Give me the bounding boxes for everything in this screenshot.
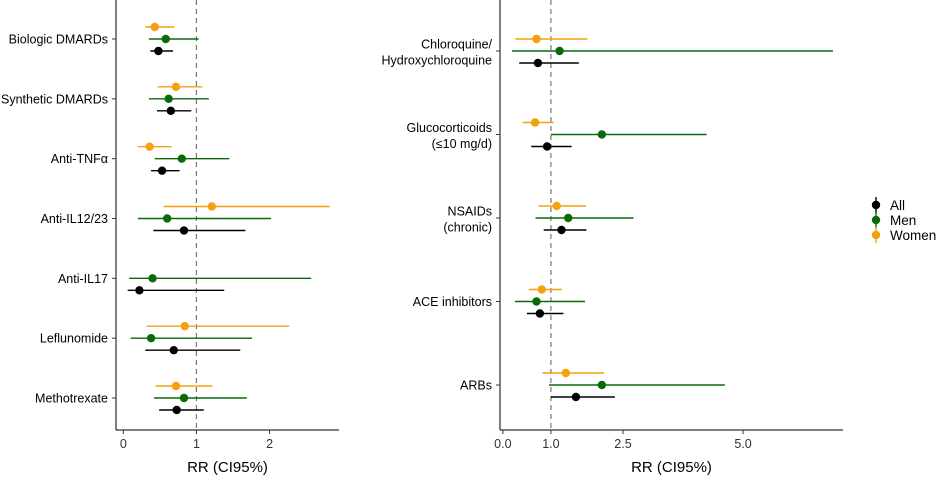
category-label: Chloroquine/Hydroxychloroquine: [382, 38, 493, 68]
legend-label: All: [890, 198, 905, 213]
women-point: [150, 22, 159, 32]
women-point: [171, 82, 181, 92]
category-label: Methotrexate: [35, 392, 108, 406]
row-biologic-dmards: Biologic DMARDs: [9, 22, 199, 56]
panel2-x-tick-label: 1.0: [542, 437, 559, 451]
all-point: [179, 226, 189, 235]
women-point: [180, 321, 189, 331]
panel2-plot-area: 0.0 1.0 2.5 5.0 RR (CI95%) Chloroquine/Hydrox…: [382, 0, 843, 476]
women-point: [552, 201, 561, 211]
row-anti-tnf: Anti-TNFα: [51, 142, 230, 175]
women-point: [537, 285, 546, 294]
men-point: [146, 333, 156, 343]
row-ace-inhibitors: ACE inhibitors: [413, 285, 586, 318]
women-point: [530, 118, 540, 127]
all-point: [535, 309, 545, 318]
panel2-x-tick-label: 5.0: [734, 437, 751, 451]
row-glucocorticoids-10-mg-d: Glucocorticoids (≤10 mg/d): [407, 118, 707, 151]
legend-item-men: Men: [871, 212, 916, 228]
legend-key-point: [871, 230, 881, 240]
all-point: [157, 166, 167, 175]
all-point: [166, 106, 176, 116]
all-point: [571, 392, 581, 402]
legend-key-point: [871, 200, 881, 210]
row-arbs: ARBs: [460, 368, 725, 402]
men-point: [177, 154, 187, 163]
category-label: Biologic DMARDs: [9, 33, 108, 47]
row-methotrexate: Methotrexate: [35, 381, 247, 415]
men-point: [148, 274, 157, 283]
row-anti-il12-23: Anti-IL12/23: [41, 202, 330, 235]
all-point: [172, 405, 181, 415]
legend-label: Women: [890, 228, 936, 243]
men-point: [564, 213, 573, 223]
category-label: Leflunomide: [40, 332, 108, 346]
men-point: [179, 393, 189, 403]
row-nsaids-chronic: NSAIDs (chronic): [443, 201, 634, 235]
category-label: Synthetic DMARDs: [1, 92, 108, 106]
all-point: [154, 46, 163, 56]
category-label: NSAIDs (chronic): [443, 205, 492, 235]
all-point: [533, 58, 543, 68]
row-synthetic-dmards: Synthetic DMARDs: [1, 82, 209, 116]
women-point: [207, 202, 216, 211]
category-label: Anti-IL12/23: [41, 212, 108, 226]
men-point: [597, 130, 607, 139]
women-point: [561, 368, 571, 378]
category-label: Glucocorticoids (≤10 mg/d): [407, 121, 492, 151]
legend-item-women: Women: [871, 227, 936, 243]
panel2-x-tick-label: 2.5: [614, 437, 631, 451]
panel2-x-axis-title: RR (CI95%): [631, 459, 712, 476]
category-label: ARBs: [460, 379, 492, 393]
men-point: [161, 34, 170, 44]
all-point: [169, 345, 178, 355]
men-point: [555, 46, 564, 56]
all-point: [135, 286, 144, 295]
all-point: [542, 142, 552, 151]
panel1-x-tick-label: 2: [266, 437, 273, 451]
women-point: [171, 381, 181, 391]
panel1-plot-area: 0 1 2 RR (CI95%) Biologic DMARDs Synthetic DM…: [1, 0, 339, 476]
men-point: [597, 380, 607, 390]
women-point: [532, 34, 541, 44]
row-leflunomide: Leflunomide: [40, 321, 290, 355]
row-chloroquine-hydroxychloroquine: Chloroquine/Hydroxychloroquine: [382, 34, 833, 68]
all-point: [557, 225, 566, 235]
legend-label: Men: [890, 213, 916, 228]
women-point: [145, 142, 154, 151]
panel1-x-tick-label: 1: [193, 437, 200, 451]
category-label: Anti-IL17: [58, 272, 108, 286]
men-point: [162, 214, 172, 223]
panel1-x-tick-label: 0: [120, 437, 127, 451]
panel2-x-tick-label: 0.0: [494, 437, 511, 451]
panel1-x-axis-title: RR (CI95%): [187, 459, 268, 476]
legend-item-all: All: [871, 197, 905, 213]
row-anti-il17: Anti-IL17: [58, 272, 312, 295]
men-point: [532, 297, 541, 306]
category-label: ACE inhibitors: [413, 295, 492, 309]
legend-key-point: [871, 215, 881, 225]
men-point: [164, 94, 173, 104]
category-label: Anti-TNFα: [51, 152, 108, 166]
